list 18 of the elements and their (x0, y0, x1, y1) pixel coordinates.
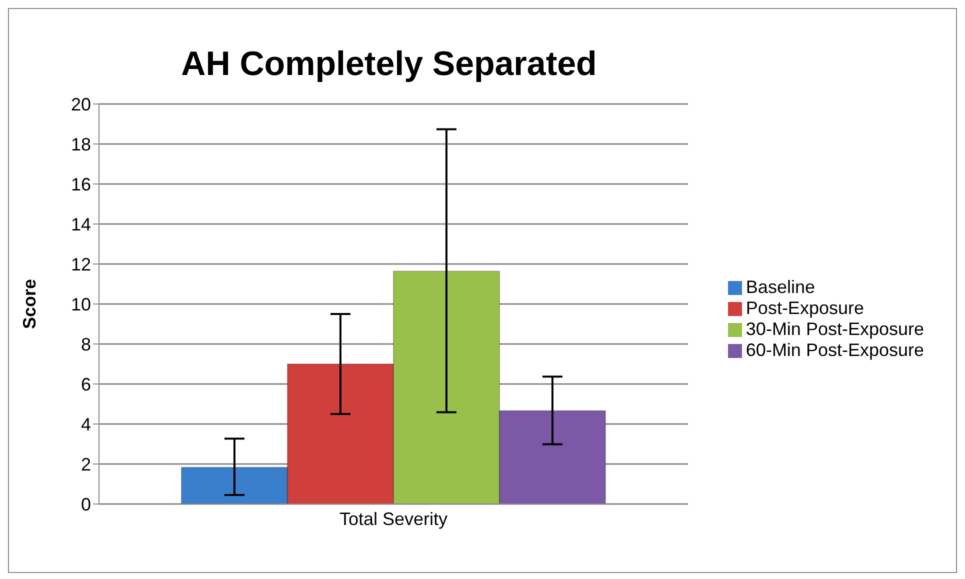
y-tick-label: 20 (70, 94, 91, 114)
y-tick-label: 6 (80, 374, 91, 394)
y-tick-label: 2 (80, 454, 91, 474)
legend-label: 30-Min Post-Exposure (746, 319, 924, 339)
x-tick-label: Total Severity (339, 508, 448, 529)
y-tick-label: 18 (70, 134, 91, 154)
y-tick-label: 10 (70, 294, 91, 314)
legend-label: Post-Exposure (746, 298, 864, 318)
y-tick-label: 4 (80, 414, 91, 434)
y-tick-label: 14 (70, 214, 91, 234)
y-tick-label: 16 (70, 174, 91, 194)
y-tick-label: 0 (80, 494, 91, 514)
legend-label: 60-Min Post-Exposure (746, 340, 924, 360)
legend-label: Baseline (746, 277, 815, 297)
chart-title: AH Completely Separated (180, 45, 598, 84)
y-tick-label: 8 (80, 334, 91, 354)
y-tick-label: 12 (70, 254, 91, 274)
y-axis-title: Score (19, 278, 40, 330)
